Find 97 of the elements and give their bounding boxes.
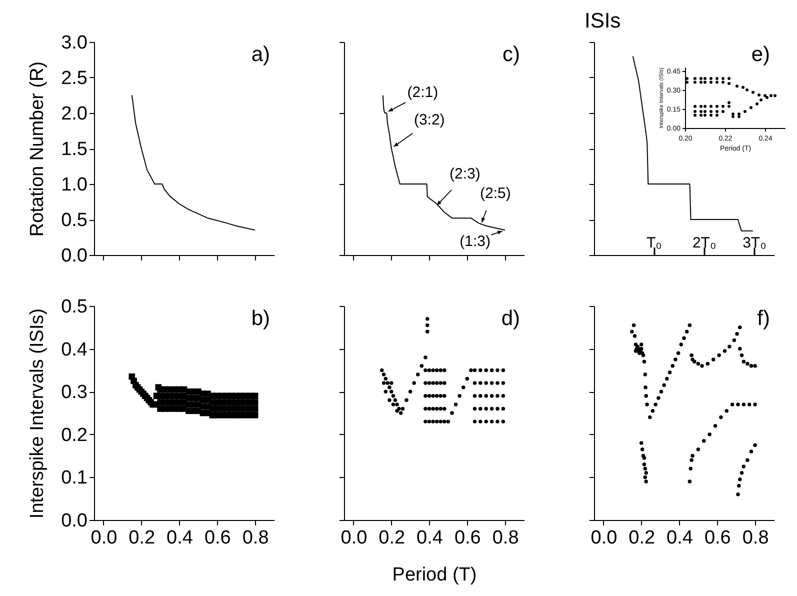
annotation: b) [251, 307, 270, 330]
point [752, 90, 754, 94]
point [700, 110, 702, 113]
x-tick-label: 3T₀ [742, 234, 766, 252]
x-tick-label: T₀ [646, 234, 662, 252]
y-tick-label: 0.4 [61, 339, 88, 360]
point [766, 96, 768, 99]
y-tick-label: 0.5 [61, 210, 88, 231]
x-tick-label: 0.8 [492, 528, 519, 548]
point [738, 112, 740, 116]
point [758, 93, 760, 96]
y-tick-label: 0.1 [61, 468, 88, 489]
y-axis-title: Rotation Number (R) [27, 61, 48, 237]
point [716, 104, 718, 108]
point [746, 88, 748, 92]
point [710, 80, 712, 84]
x-tick-label: 0.2 [628, 528, 656, 548]
point [694, 80, 696, 84]
point [742, 86, 744, 89]
annotation: a) [251, 43, 270, 66]
point [704, 104, 706, 108]
point [716, 110, 718, 113]
x-tick-label: 0.8 [242, 528, 269, 548]
y-tick-label: 1.0 [61, 174, 88, 196]
point [694, 76, 696, 80]
annotation: (2:3) [450, 165, 480, 182]
x-tick-label: 0.2 [378, 528, 406, 548]
chart-title: ISIs [584, 10, 621, 32]
point [704, 76, 706, 80]
point [770, 94, 772, 98]
annotation: (3:2) [414, 112, 445, 128]
point [732, 112, 734, 116]
x-tick-label: 0.0 [90, 528, 118, 548]
y-tick-label: 0.5 [61, 296, 88, 318]
point [722, 76, 724, 80]
annotation: d) [501, 307, 520, 330]
annotation: c) [502, 43, 520, 66]
point [704, 110, 706, 113]
point [686, 76, 688, 80]
point [716, 114, 718, 117]
point [710, 110, 712, 113]
point [716, 80, 718, 84]
point [700, 76, 702, 80]
point [704, 114, 706, 117]
x-tick-label: 0.6 [704, 528, 731, 548]
x-tick-label: 0.6 [204, 528, 231, 548]
point [710, 104, 712, 108]
y-tick-label: 0.3 [61, 382, 88, 404]
x-tick-label: 0.8 [742, 528, 769, 548]
point [764, 94, 766, 98]
annotation: (2:1) [407, 84, 438, 101]
point [700, 80, 702, 84]
point [774, 94, 776, 98]
x-axis-title: Period (T) [392, 564, 477, 586]
x-tick-label: 0.4 [166, 528, 194, 548]
y-axis-title: Interspike Intervals (ISIs) [27, 308, 48, 519]
point [694, 114, 696, 117]
point [738, 115, 740, 118]
point [744, 110, 746, 113]
point [722, 104, 724, 108]
point [694, 110, 696, 113]
annotation: (2:5) [480, 185, 511, 202]
point [732, 115, 734, 118]
point [722, 80, 724, 84]
x-tick-label: 2T₀ [692, 234, 716, 252]
point [716, 76, 718, 80]
x-tick-label: 0.0 [340, 528, 368, 548]
point [700, 104, 702, 108]
point [736, 84, 738, 88]
point [750, 106, 752, 110]
annotation: (1:3) [460, 233, 490, 250]
point [728, 76, 730, 80]
point [728, 82, 730, 86]
point [728, 104, 730, 108]
y-tick-label: 2.0 [61, 104, 88, 124]
point [760, 98, 762, 102]
point [686, 80, 688, 84]
point [700, 114, 702, 117]
point [704, 80, 706, 84]
y-tick-label: 0.2 [61, 424, 88, 446]
point [710, 76, 712, 80]
x-tick-label: 0.2 [128, 528, 156, 548]
x-tick-label: 0.4 [416, 528, 444, 548]
line-series [131, 94, 256, 231]
annotation: e) [751, 43, 770, 66]
y-tick-label: 2.5 [61, 68, 88, 89]
point [728, 101, 730, 104]
y-tick-label: 1.5 [61, 139, 88, 160]
y-tick-label: 3.0 [61, 32, 88, 54]
annotation: f) [757, 307, 770, 330]
y-tick-label: 0.0 [61, 510, 88, 532]
point [710, 114, 712, 117]
point [694, 104, 696, 108]
point [722, 110, 724, 113]
x-tick-label: 0.0 [590, 528, 618, 548]
point [756, 102, 758, 106]
x-tick-label: 0.6 [454, 528, 481, 548]
